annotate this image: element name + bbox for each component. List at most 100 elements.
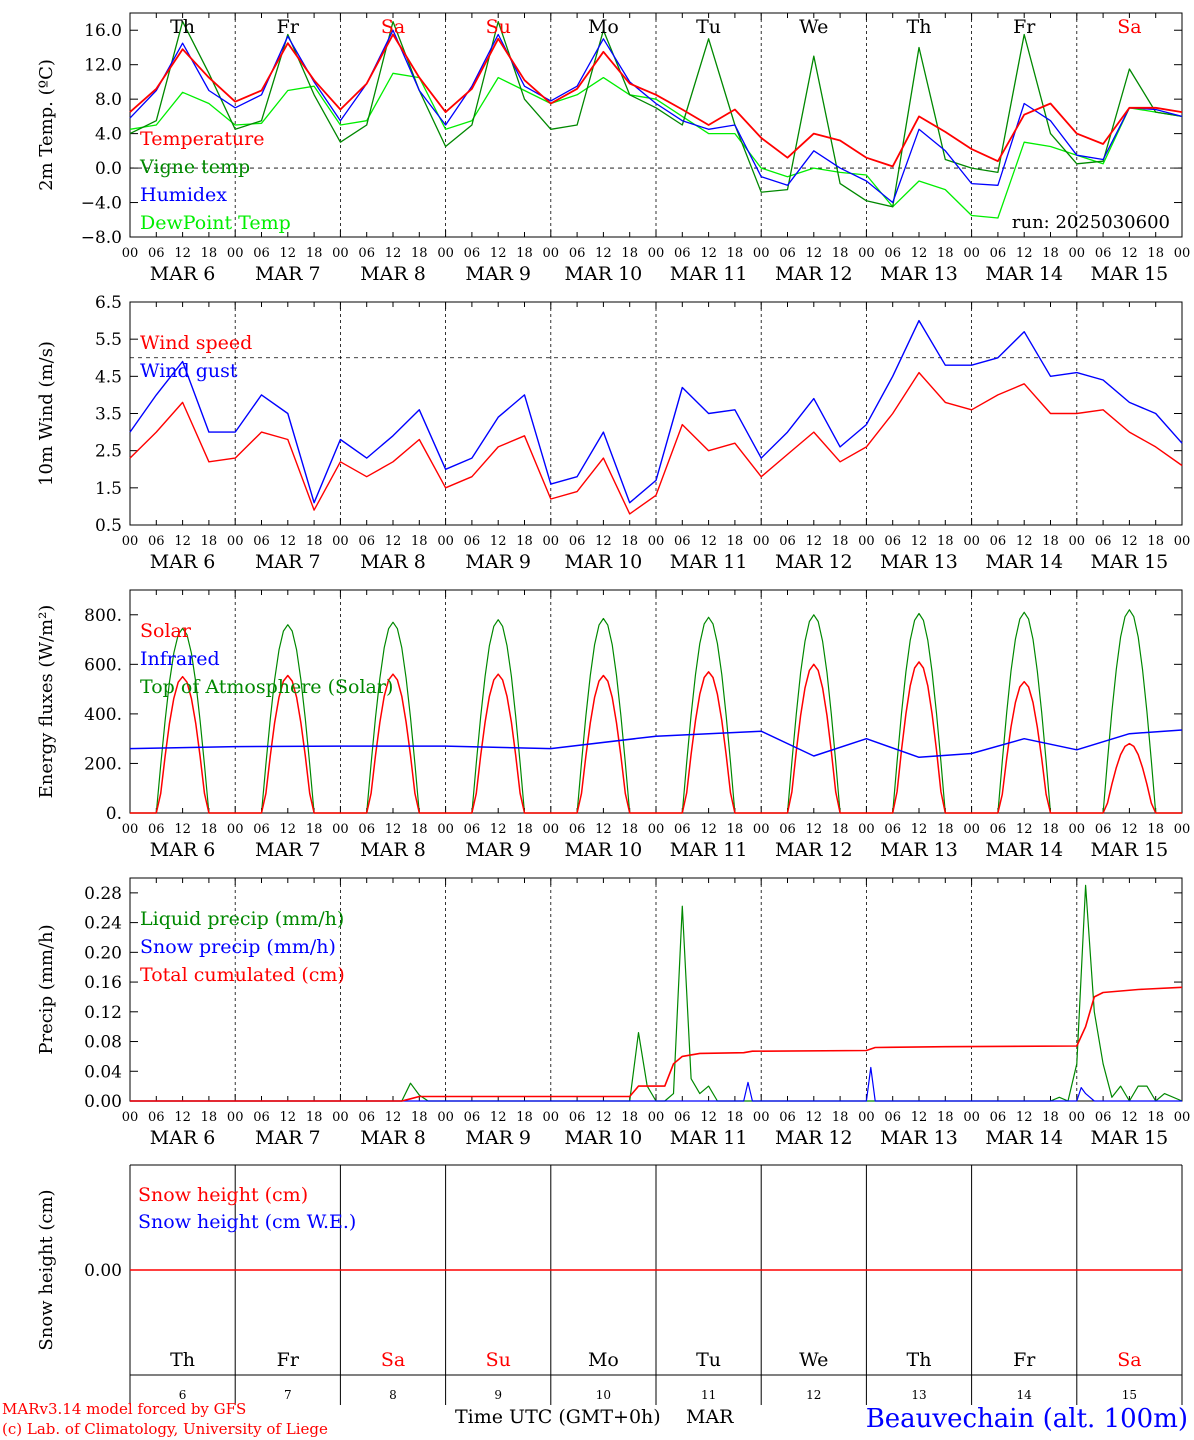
hour-tick-label: 18 <box>516 246 533 261</box>
y-tick-label: 0.00 <box>84 1092 122 1112</box>
date-label: MAR 11 <box>670 551 748 573</box>
hour-tick-label: 00 <box>227 534 244 549</box>
date-label: MAR 6 <box>150 1127 216 1149</box>
hour-tick-label: 12 <box>385 534 402 549</box>
hour-tick-label: 06 <box>990 534 1007 549</box>
day-of-week-label: Sa <box>381 16 405 38</box>
hour-tick-label: 12 <box>280 246 297 261</box>
hour-tick-label: 06 <box>253 822 270 837</box>
hour-tick-label: 06 <box>674 1110 691 1125</box>
date-label: MAR 6 <box>150 839 216 861</box>
hour-tick-label: 00 <box>122 1110 139 1125</box>
hour-tick-label: 06 <box>1095 822 1112 837</box>
y-axis-label: Energy fluxes (W/m²) <box>36 605 57 799</box>
hour-tick-label: 18 <box>201 1110 218 1125</box>
series-line <box>129 729 1183 759</box>
day-number-label: 15 <box>1122 1388 1137 1402</box>
hour-tick-label: 12 <box>1121 1110 1138 1125</box>
hour-tick-label: 12 <box>911 822 928 837</box>
hour-tick-label: 06 <box>569 246 586 261</box>
hour-tick-label: 18 <box>411 1110 428 1125</box>
hour-tick-label: 00 <box>648 1110 665 1125</box>
legend-entry: Temperature <box>140 128 264 150</box>
hour-tick-label: 18 <box>727 1110 744 1125</box>
legend-entry: Wind gust <box>140 360 238 382</box>
hour-tick-label: 00 <box>1174 534 1191 549</box>
hour-tick-label: 06 <box>358 534 375 549</box>
hour-tick-label: 06 <box>779 534 796 549</box>
day-of-week-label: Tu <box>696 16 721 38</box>
hour-tick-label: 12 <box>595 1110 612 1125</box>
hour-tick-label: 00 <box>858 246 875 261</box>
hour-tick-label: 00 <box>332 534 349 549</box>
y-tick-label: 400. <box>84 705 122 725</box>
hour-tick-label: 18 <box>1147 822 1164 837</box>
y-tick-label: 600. <box>84 655 122 675</box>
day-number-label: 10 <box>596 1388 611 1402</box>
date-label: MAR 10 <box>565 839 643 861</box>
legend-entry: Snow precip (mm/h) <box>140 936 336 958</box>
hour-tick-label: 12 <box>806 246 823 261</box>
run-label: run: 2025030600 <box>1012 212 1170 233</box>
hour-tick-label: 06 <box>779 246 796 261</box>
hour-tick-label: 06 <box>884 534 901 549</box>
hour-tick-label: 00 <box>858 822 875 837</box>
hour-tick-label: 12 <box>700 822 717 837</box>
hour-tick-label: 00 <box>963 246 980 261</box>
hour-tick-label: 18 <box>1147 1110 1164 1125</box>
day-number-label: 8 <box>389 1388 397 1402</box>
hour-tick-label: 00 <box>1069 822 1086 837</box>
y-tick-label: −8.0 <box>81 228 122 248</box>
legend-entry: Vigne temp <box>139 156 250 178</box>
y-tick-label: 6.5 <box>95 293 122 313</box>
date-label: MAR 15 <box>1091 263 1169 285</box>
panel-4: 00 06 12 18 00 06 12 18 00 06 12 18 00 06 12 18 00 06 12 18… <box>36 877 1191 1149</box>
hour-tick-label: 12 <box>1016 822 1033 837</box>
hour-tick-label: 06 <box>569 822 586 837</box>
date-label: MAR 7 <box>255 839 321 861</box>
date-label: MAR 7 <box>255 263 321 285</box>
y-tick-label: 0.20 <box>84 943 122 963</box>
hour-tick-label: 18 <box>1042 1110 1059 1125</box>
date-label: MAR 10 <box>565 551 643 573</box>
day-of-week-label: Tu <box>696 1349 721 1371</box>
hour-tick-label: 06 <box>464 1110 481 1125</box>
hour-tick-label: 00 <box>1174 1110 1191 1125</box>
day-of-week-label: We <box>799 1349 828 1371</box>
hour-tick-label: 12 <box>490 822 507 837</box>
date-label: MAR 12 <box>775 551 853 573</box>
hour-tick-label: 18 <box>621 246 638 261</box>
date-label: MAR 11 <box>670 263 748 285</box>
legend-entry: DewPoint Temp <box>140 212 291 234</box>
date-label: MAR 14 <box>985 551 1063 573</box>
date-label: MAR 13 <box>880 263 958 285</box>
hour-tick-label: 00 <box>963 1110 980 1125</box>
day-of-week-label: Su <box>486 16 511 38</box>
hour-tick-label: 18 <box>411 246 428 261</box>
y-tick-label: 0.24 <box>84 914 122 934</box>
hour-tick-label: 00 <box>122 246 139 261</box>
hour-tick-label: 18 <box>621 534 638 549</box>
y-tick-label: 0.00 <box>84 1261 122 1281</box>
y-tick-label: 4.5 <box>95 367 122 387</box>
hour-tick-label: 00 <box>1174 822 1191 837</box>
hour-tick-label: 00 <box>332 246 349 261</box>
hour-tick-label: 00 <box>332 822 349 837</box>
date-label: MAR 13 <box>880 1127 958 1149</box>
date-label: MAR 7 <box>255 1127 321 1149</box>
hour-tick-label: 18 <box>201 534 218 549</box>
hour-tick-label: 06 <box>464 246 481 261</box>
hour-tick-label: 12 <box>1121 822 1138 837</box>
hour-tick-label: 12 <box>490 534 507 549</box>
hour-tick-label: 12 <box>280 822 297 837</box>
hour-tick-label: 12 <box>911 246 928 261</box>
hour-tick-label: 12 <box>806 1110 823 1125</box>
legend-entry: Snow height (cm) <box>138 1184 308 1206</box>
hour-tick-label: 00 <box>122 534 139 549</box>
panel-1: 00 06 12 18 00 06 12 18 00 06 12 18 00 06 12 18 00 06 12 18… <box>36 12 1190 285</box>
hour-tick-label: 12 <box>280 1110 297 1125</box>
hour-tick-label: 18 <box>621 1110 638 1125</box>
day-of-week-label: Fr <box>277 1349 300 1371</box>
hour-tick-label: 12 <box>1016 534 1033 549</box>
hour-tick-label: 00 <box>437 534 454 549</box>
